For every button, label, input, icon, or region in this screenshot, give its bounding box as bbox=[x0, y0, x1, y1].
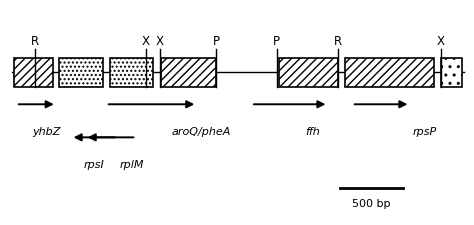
Text: R: R bbox=[334, 35, 342, 48]
Text: rplM: rplM bbox=[119, 159, 144, 169]
Text: rpsP: rpsP bbox=[413, 126, 437, 136]
Bar bbox=[279, 59, 337, 87]
Text: R: R bbox=[30, 35, 39, 48]
Text: 500 bp: 500 bp bbox=[353, 199, 391, 209]
Text: ffh: ffh bbox=[305, 126, 319, 136]
Text: X: X bbox=[142, 35, 150, 48]
Text: P: P bbox=[273, 35, 280, 48]
Bar bbox=[109, 59, 153, 87]
Text: X: X bbox=[155, 35, 164, 48]
Text: P: P bbox=[212, 35, 219, 48]
Bar bbox=[345, 59, 434, 87]
Bar bbox=[15, 59, 53, 87]
Bar bbox=[441, 59, 462, 87]
Text: aroQ/pheA: aroQ/pheA bbox=[172, 126, 231, 136]
Bar bbox=[59, 59, 103, 87]
Bar bbox=[161, 59, 216, 87]
Text: yhbZ: yhbZ bbox=[32, 126, 60, 136]
Text: rpsI: rpsI bbox=[84, 159, 104, 169]
Text: X: X bbox=[437, 35, 445, 48]
